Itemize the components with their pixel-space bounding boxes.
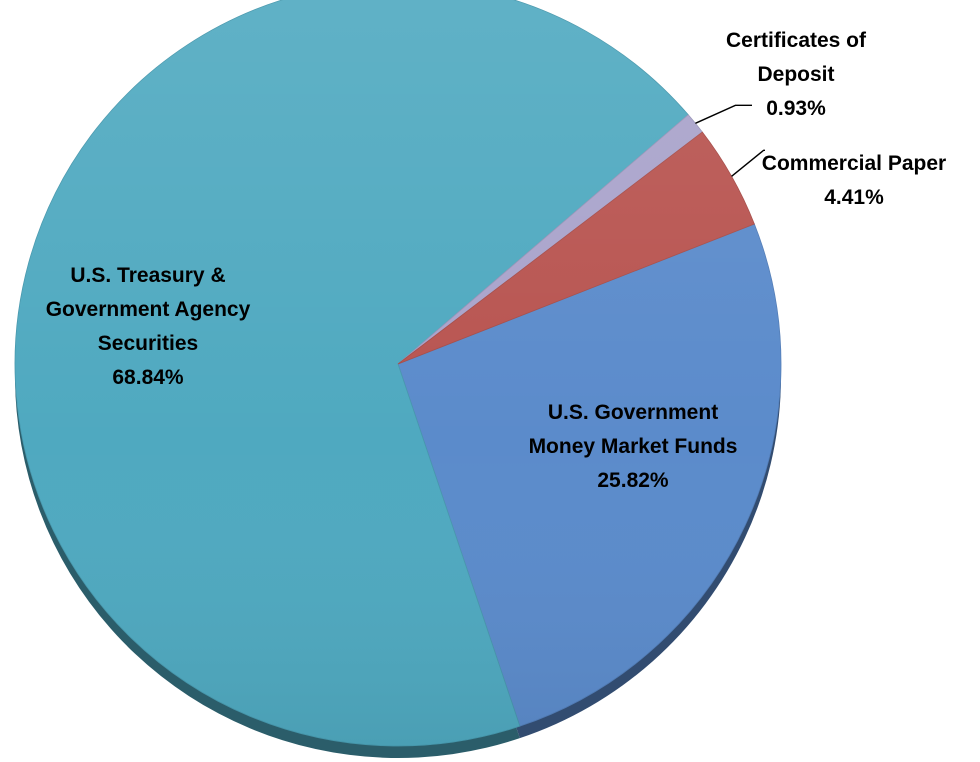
slice-value: 4.41% (824, 186, 884, 209)
slice-label-line: U.S. Government (548, 401, 718, 424)
slice-label-commercial-paper: Commercial Paper 4.41% (762, 152, 946, 209)
slice-label-line: U.S. Treasury & (70, 264, 225, 287)
leader-line-certificates-of-deposit (695, 104, 752, 124)
slice-label-line: Money Market Funds (529, 435, 738, 458)
leader-line-commercial-paper (731, 149, 765, 177)
slice-label-u-s-government-money-market-funds: U.S. Government Money Market Funds 25.82% (529, 401, 738, 492)
slice-label-u-s-treasury-government-agency-securities: U.S. Treasury & Government Agency Securiti… (46, 264, 251, 389)
slice-label-line: Deposit (757, 63, 834, 86)
slice-label-line: Commercial Paper (762, 152, 946, 175)
pie-labels: U.S. Government Money Market Funds 25.82%U… (46, 29, 947, 492)
slice-value: 0.93% (766, 97, 826, 120)
slice-label-line: Securities (98, 332, 198, 355)
pie-leader-lines (695, 104, 765, 177)
slice-value: 25.82% (597, 469, 669, 492)
slice-label-line: Certificates of (726, 29, 867, 52)
slice-value: 68.84% (112, 366, 184, 389)
slice-label-line: Government Agency (46, 298, 251, 321)
slice-label-certificates-of-deposit: Certificates of Deposit 0.93% (726, 29, 867, 120)
